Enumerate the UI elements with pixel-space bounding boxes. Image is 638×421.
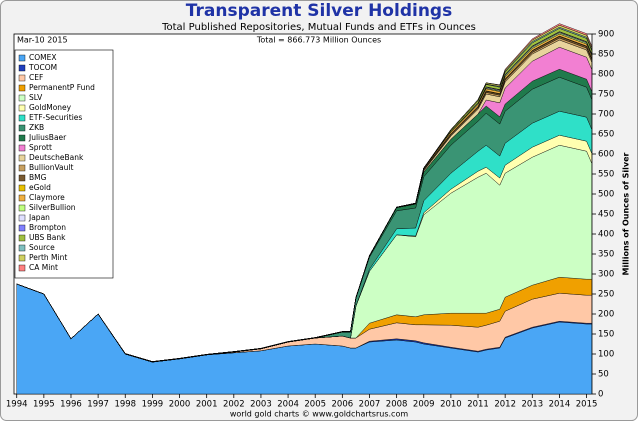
- legend-swatch: [18, 154, 26, 162]
- legend-swatch: [18, 224, 26, 232]
- x-tick-label: 2001: [196, 400, 218, 410]
- y-tick-label: 650: [598, 130, 614, 140]
- x-tick-label: 1995: [33, 400, 55, 410]
- legend-box: [14, 49, 114, 279]
- x-tick-label: 2000: [169, 400, 191, 410]
- date-label: Mar-10 2015: [17, 36, 68, 45]
- y-tick-label: 750: [598, 90, 614, 100]
- legend-label: eGold: [29, 183, 51, 192]
- legend-swatch: [18, 194, 26, 202]
- legend-swatch: [18, 264, 26, 272]
- legend-label: ETF-Securities: [29, 113, 82, 122]
- y-tick-label: 250: [598, 290, 614, 300]
- legend-label: JuliusBaer: [28, 133, 67, 142]
- legend-label: SilverBullion: [29, 203, 76, 212]
- x-tick-label: 2006: [332, 400, 354, 410]
- legend-label: Source: [29, 243, 55, 252]
- y-tick-label: 300: [598, 270, 614, 280]
- legend-swatch: [18, 254, 26, 262]
- legend-swatch: [18, 134, 26, 142]
- x-tick-label: 1999: [142, 400, 164, 410]
- y-tick-label: 800: [598, 70, 614, 80]
- x-tick-label: 1997: [87, 400, 109, 410]
- legend-label: UBS Bank: [29, 233, 66, 242]
- area-series: [16, 23, 592, 362]
- y-tick-label: 150: [598, 330, 614, 340]
- legend-swatch: [18, 64, 26, 72]
- chart-title: Transparent Silver Holdings: [186, 1, 452, 21]
- y-tick-label: 700: [598, 110, 614, 120]
- legend-label: COMEX: [29, 53, 57, 62]
- legend-label: GoldMoney: [29, 103, 72, 112]
- y-tick-label: 50: [598, 370, 609, 380]
- source: world gold charts © www.goldchartsrus.co…: [230, 410, 408, 419]
- y-tick-label: 500: [598, 190, 614, 200]
- legend-label: ZKB: [29, 123, 44, 132]
- legend-swatch: [18, 54, 26, 62]
- x-tick-label: 2015: [576, 400, 598, 410]
- legend-swatch: [18, 124, 26, 132]
- y-axis-label: Millions of Ounces of Silver: [622, 152, 631, 275]
- legend-label: Japan: [28, 213, 50, 222]
- legend-swatch: [18, 104, 26, 112]
- x-tick-label: 1996: [60, 400, 82, 410]
- x-tick-label: 2014: [549, 400, 571, 410]
- x-tick-label: 2012: [494, 400, 516, 410]
- y-tick-label: 350: [598, 250, 614, 260]
- x-tick-label: 2008: [386, 400, 408, 410]
- legend-label: DeutscheBank: [29, 153, 84, 162]
- legend-label: CA Mint: [29, 263, 58, 272]
- legend-label: Perth Mint: [29, 253, 67, 262]
- y-tick-label: 100: [598, 350, 614, 360]
- legend-label: BMG: [29, 173, 47, 182]
- x-tick-label: 2010: [440, 400, 462, 410]
- y-tick-label: 600: [598, 150, 614, 160]
- legend-label: Brompton: [29, 223, 66, 232]
- total-annotation: Total = 866.773 Million Ounces: [256, 36, 381, 45]
- y-tick-label: 900: [598, 30, 614, 40]
- legend-label: Sprott: [29, 143, 52, 152]
- y-tick-label: 400: [598, 230, 614, 240]
- x-tick-label: 2005: [304, 400, 326, 410]
- legend-swatch: [18, 114, 26, 122]
- legend-swatch: [18, 84, 26, 92]
- legend-swatch: [18, 174, 26, 182]
- legend-label: Claymore: [29, 193, 65, 202]
- legend-swatch: [18, 184, 26, 192]
- legend-label: PermanentP Fund: [29, 83, 95, 92]
- y-tick-label: 0: [598, 390, 603, 400]
- y-tick-label: 200: [598, 310, 614, 320]
- legend-swatch: [18, 164, 26, 172]
- legend-swatch: [18, 94, 26, 102]
- x-tick-label: 2002: [223, 400, 245, 410]
- x-tick-label: 2009: [413, 400, 435, 410]
- legend-label: BullionVault: [29, 163, 73, 172]
- y-tick-label: 450: [598, 210, 614, 220]
- x-tick-label: 2003: [250, 400, 272, 410]
- x-tick-label: 1994: [6, 400, 28, 410]
- legend-swatch: [18, 234, 26, 242]
- legend-swatch: [18, 204, 26, 212]
- x-tick-label: 2013: [521, 400, 543, 410]
- x-tick-label: 1998: [114, 400, 136, 410]
- legend-label: CEF: [29, 73, 43, 82]
- y-tick-label: 550: [598, 170, 614, 180]
- chart-subtitle: Total Published Repositories, Mutual Fun…: [161, 22, 476, 33]
- legend-swatch: [18, 244, 26, 252]
- x-tick-label: 2004: [277, 400, 299, 410]
- y-tick-label: 850: [598, 50, 614, 60]
- legend-swatch: [18, 214, 26, 222]
- x-tick-label: 2007: [359, 400, 381, 410]
- legend-swatch: [18, 74, 26, 82]
- legend-label: TOCOM: [28, 63, 57, 72]
- legend-swatch: [18, 144, 26, 152]
- legend-label: SLV: [29, 93, 43, 102]
- x-tick-label: 2011: [467, 400, 489, 410]
